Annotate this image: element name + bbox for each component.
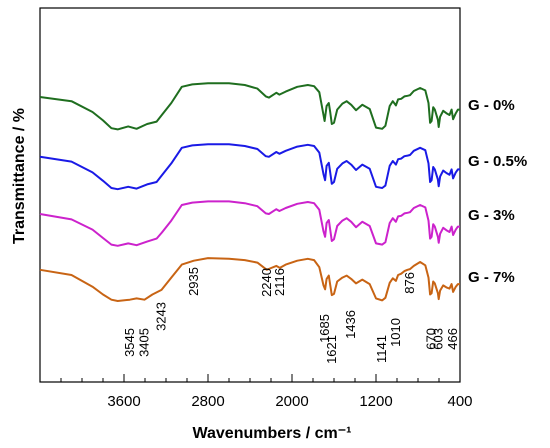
peak-label: 466 xyxy=(445,328,460,350)
peak-label: 2935 xyxy=(186,267,201,296)
series-line xyxy=(39,143,460,191)
y-axis-title: Transmittance / % xyxy=(11,108,28,244)
series-line xyxy=(39,82,460,131)
peak-label: 1621 xyxy=(324,335,339,364)
series-layer xyxy=(39,82,460,302)
peak-label: 1010 xyxy=(388,318,403,347)
peak-label: 3243 xyxy=(153,302,168,331)
x-tick-label: 2000 xyxy=(275,393,308,410)
series-line xyxy=(39,257,460,302)
chart-axes: 3600 2800 2000 1200 400 xyxy=(39,7,473,410)
series-label: G - 0.5% xyxy=(468,153,527,170)
peak-label: 2116 xyxy=(272,268,287,296)
x-axis-title: Wavenumbers / cm⁻¹ xyxy=(192,425,351,442)
peak-label: 1685 xyxy=(317,314,332,343)
x-tick-label: 400 xyxy=(447,393,472,410)
peak-label: 3545 xyxy=(122,328,137,357)
series-label: G - 7% xyxy=(468,269,515,286)
series-label: G - 0% xyxy=(468,97,515,114)
x-tick-label: 2800 xyxy=(191,393,224,410)
peak-label: 603 xyxy=(431,328,446,350)
peak-label: 2240 xyxy=(259,268,274,297)
x-tick-label: 1200 xyxy=(359,393,392,410)
peak-label: 876 xyxy=(402,272,417,294)
series-label: G - 3% xyxy=(468,207,515,224)
series-line xyxy=(39,200,460,247)
x-tick-label: 3600 xyxy=(107,393,140,410)
peak-label: 1141 xyxy=(374,335,389,363)
legend-layer: G - 0% G - 0.5% G - 3% G - 7% xyxy=(468,97,527,286)
peak-label: 3405 xyxy=(136,328,151,357)
peak-label: 1436 xyxy=(343,310,358,339)
peak-label: 670 xyxy=(424,328,439,350)
